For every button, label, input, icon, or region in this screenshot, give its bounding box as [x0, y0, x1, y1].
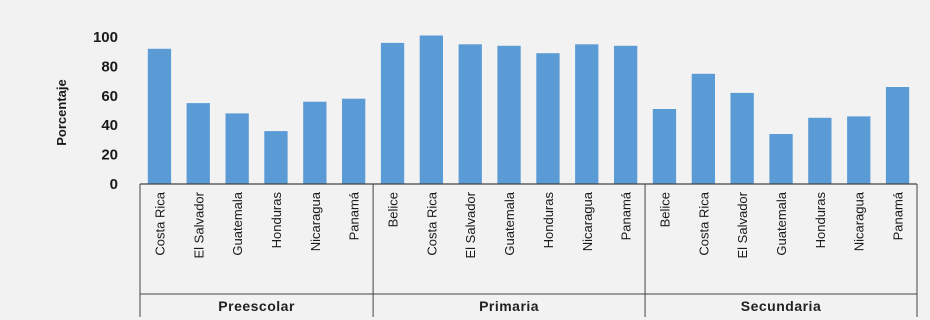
- x-category-label: Guatemala: [774, 191, 789, 255]
- group-label-preescolar: Preescolar: [218, 298, 295, 314]
- bar-preescolar-guatemala: [225, 113, 249, 184]
- x-category-label: El Salvador: [463, 191, 478, 258]
- x-category-label: Costa Rica: [424, 191, 439, 255]
- bar-preescolar-costa-rica: [147, 48, 172, 184]
- x-category-label: Costa Rica: [152, 191, 167, 255]
- y-tick-label: 60: [101, 88, 118, 105]
- x-category-label: Panamá: [891, 191, 906, 240]
- bar-preescolar-el-salvador: [186, 103, 210, 184]
- x-category-label: Nicaragua: [580, 191, 595, 251]
- group-label-secundaria: Secundaria: [741, 298, 821, 314]
- x-category-label: Costa Rica: [696, 191, 711, 255]
- x-category-label: El Salvador: [191, 191, 206, 258]
- x-category-label: Panamá: [619, 191, 634, 240]
- bar-primaria-honduras: [536, 53, 560, 185]
- bar-primaria-costa-rica: [419, 35, 443, 184]
- group-label-primaria: Primaria: [479, 298, 539, 314]
- bar-secundaria-belice: [652, 109, 677, 184]
- x-category-label: Panamá: [347, 191, 362, 240]
- bar-primaria-nicaragua: [575, 44, 599, 184]
- y-tick-label: 40: [101, 117, 118, 134]
- bar-primaria-panamá: [614, 45, 638, 184]
- x-category-label: Honduras: [541, 192, 556, 249]
- y-tick-label: 0: [110, 176, 118, 193]
- y-tick-label: 80: [101, 58, 118, 75]
- bar-secundaria-costa-rica: [691, 73, 715, 185]
- bar-secundaria-honduras: [808, 117, 832, 184]
- x-category-label: Belice: [386, 192, 401, 227]
- bar-preescolar-honduras: [264, 131, 288, 184]
- bar-primaria-belice: [380, 42, 405, 185]
- y-tick-label: 20: [101, 147, 118, 164]
- bar-primaria-guatemala: [497, 45, 521, 184]
- bar-secundaria-guatemala: [769, 134, 793, 184]
- y-axis-label: Porcentaje: [54, 79, 69, 145]
- x-category-label: Nicaragua: [308, 191, 323, 251]
- bar-primaria-el-salvador: [458, 44, 482, 184]
- x-category-label: Nicaragua: [852, 191, 867, 251]
- bar-secundaria-panamá: [885, 87, 910, 184]
- bar-secundaria-el-salvador: [730, 92, 754, 184]
- x-category-label: Honduras: [269, 192, 284, 249]
- x-category-label: Guatemala: [502, 191, 517, 255]
- bar-secundaria-nicaragua: [847, 116, 871, 184]
- bar-preescolar-panamá: [342, 98, 366, 184]
- y-tick-label: 100: [93, 29, 118, 46]
- x-category-label: Guatemala: [230, 191, 245, 255]
- x-category-label: Honduras: [813, 192, 828, 249]
- x-category-label: Belice: [658, 192, 673, 227]
- x-category-label: El Salvador: [735, 191, 750, 258]
- bar-preescolar-nicaragua: [303, 101, 327, 184]
